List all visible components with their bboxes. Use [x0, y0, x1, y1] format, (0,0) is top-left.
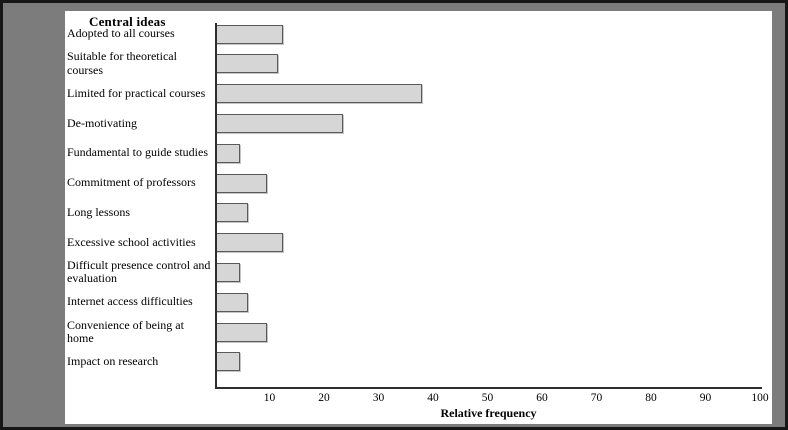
category-label: Impact on research — [67, 354, 159, 369]
x-tick-label: 30 — [372, 392, 385, 404]
bar-7 — [215, 203, 248, 223]
x-tick-label: 70 — [590, 392, 603, 404]
x-tick-label: 40 — [427, 392, 439, 404]
bar-1 — [215, 24, 283, 44]
category-label: Excessive school activities — [67, 234, 196, 249]
category-label: Commitment of professors — [67, 175, 196, 190]
chart-title: Central ideas — [89, 14, 166, 29]
category-label: Limited for practical courses — [67, 85, 206, 100]
x-tick-label: 10 — [263, 392, 276, 404]
x-tick-label: 90 — [699, 392, 712, 404]
category-label: Convenience of being at home — [67, 317, 184, 345]
x-tick-label: 50 — [481, 392, 494, 404]
bar-11 — [215, 322, 267, 342]
bar-9 — [215, 262, 240, 282]
bar-3 — [215, 84, 422, 104]
x-tick-label: 80 — [645, 392, 657, 404]
x-tick-label: 100 — [751, 392, 769, 404]
x-tick-label: 20 — [318, 392, 330, 404]
y-axis-line — [215, 23, 217, 389]
x-axis-title: Relative frequency — [440, 406, 537, 420]
bar-4 — [215, 113, 343, 133]
bar-10 — [215, 292, 248, 312]
category-label: Internet access difficulties — [67, 294, 193, 309]
category-label: Difficult presence control and evaluatio… — [67, 257, 211, 286]
category-label: De-motivating — [67, 115, 137, 130]
bar-8 — [215, 233, 283, 253]
x-tick-label: 60 — [536, 392, 548, 404]
chart-panel: Central ideas Adopted to all courses Suit… — [65, 11, 772, 424]
category-label: Fundamental to guide studies — [67, 145, 208, 160]
bar-12 — [215, 352, 240, 372]
category-label: Long lessons — [67, 205, 130, 220]
category-label: Suitable for theoretical courses — [67, 49, 177, 77]
bar-2 — [215, 54, 278, 74]
x-axis-line — [215, 387, 762, 389]
category-label: Adopted to all courses — [67, 26, 175, 41]
bar-6 — [215, 173, 267, 193]
bar-5 — [215, 143, 240, 163]
